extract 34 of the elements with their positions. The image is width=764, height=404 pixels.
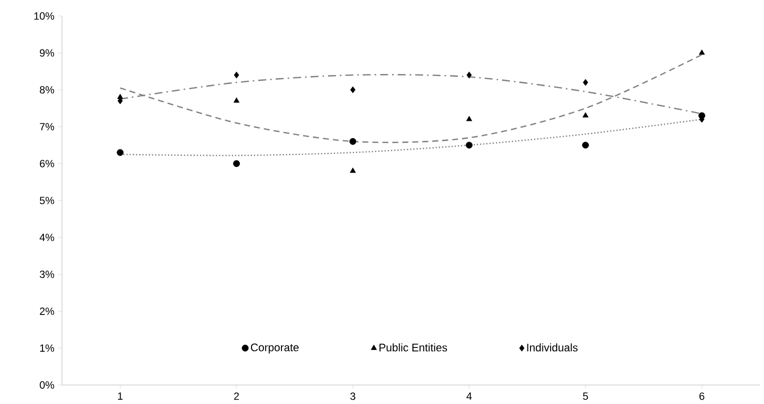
point bbox=[582, 79, 588, 86]
point bbox=[698, 50, 705, 55]
point bbox=[233, 160, 240, 167]
legend-label: Individuals bbox=[527, 343, 578, 352]
y-tick-label: 9% bbox=[40, 49, 54, 57]
y-tick-label: 5% bbox=[40, 196, 54, 204]
x-tick-label: 3 bbox=[350, 392, 356, 400]
y-tick-label: 7% bbox=[40, 123, 54, 130]
y-tick-label: 8% bbox=[40, 86, 54, 94]
x-tick-label: 5 bbox=[583, 392, 588, 400]
point bbox=[234, 97, 240, 103]
x-tick-label: 6 bbox=[699, 392, 704, 400]
y-tick-label: 0% bbox=[40, 381, 54, 389]
x-tick-label: 4 bbox=[466, 392, 472, 400]
x-tick-label: 2 bbox=[234, 392, 239, 400]
y-tick-label: 1% bbox=[40, 344, 54, 352]
point bbox=[466, 142, 473, 149]
point bbox=[350, 86, 356, 94]
y-tick-label: 4% bbox=[40, 234, 54, 242]
legend-label: Public Entities bbox=[380, 343, 448, 352]
point bbox=[466, 72, 472, 78]
point bbox=[350, 168, 356, 173]
point bbox=[582, 112, 588, 118]
y-tick-label: 6% bbox=[40, 160, 54, 168]
point bbox=[466, 116, 472, 122]
point bbox=[582, 142, 589, 149]
y-tick-label: 3% bbox=[40, 270, 54, 278]
point bbox=[116, 149, 124, 156]
x-tick-label: 1 bbox=[118, 392, 123, 400]
y-tick-label: 2% bbox=[40, 308, 54, 315]
y-tick-label: 10% bbox=[34, 12, 54, 20]
point bbox=[349, 138, 356, 145]
legend-label: Corporate bbox=[250, 344, 299, 354]
point bbox=[234, 72, 240, 78]
